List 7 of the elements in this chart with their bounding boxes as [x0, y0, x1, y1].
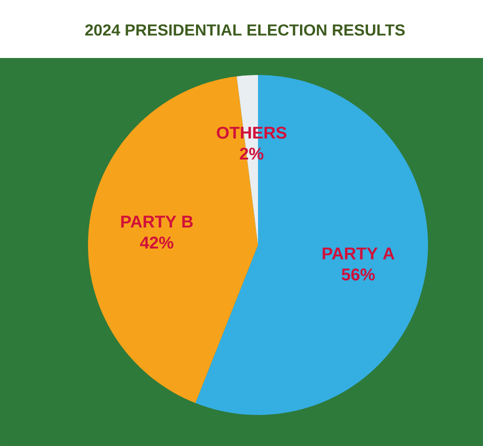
slice-label: PARTY A: [322, 248, 394, 260]
data-label: 56%: [342, 268, 375, 281]
slice-label: OTHERS: [216, 126, 286, 139]
data-label: 42%: [140, 236, 174, 249]
chart-title: 2024 PRESIDENTIAL ELECTION RESULTS: [85, 24, 405, 36]
slice-label: PARTY B: [121, 216, 193, 228]
data-label: 2%: [240, 148, 264, 160]
